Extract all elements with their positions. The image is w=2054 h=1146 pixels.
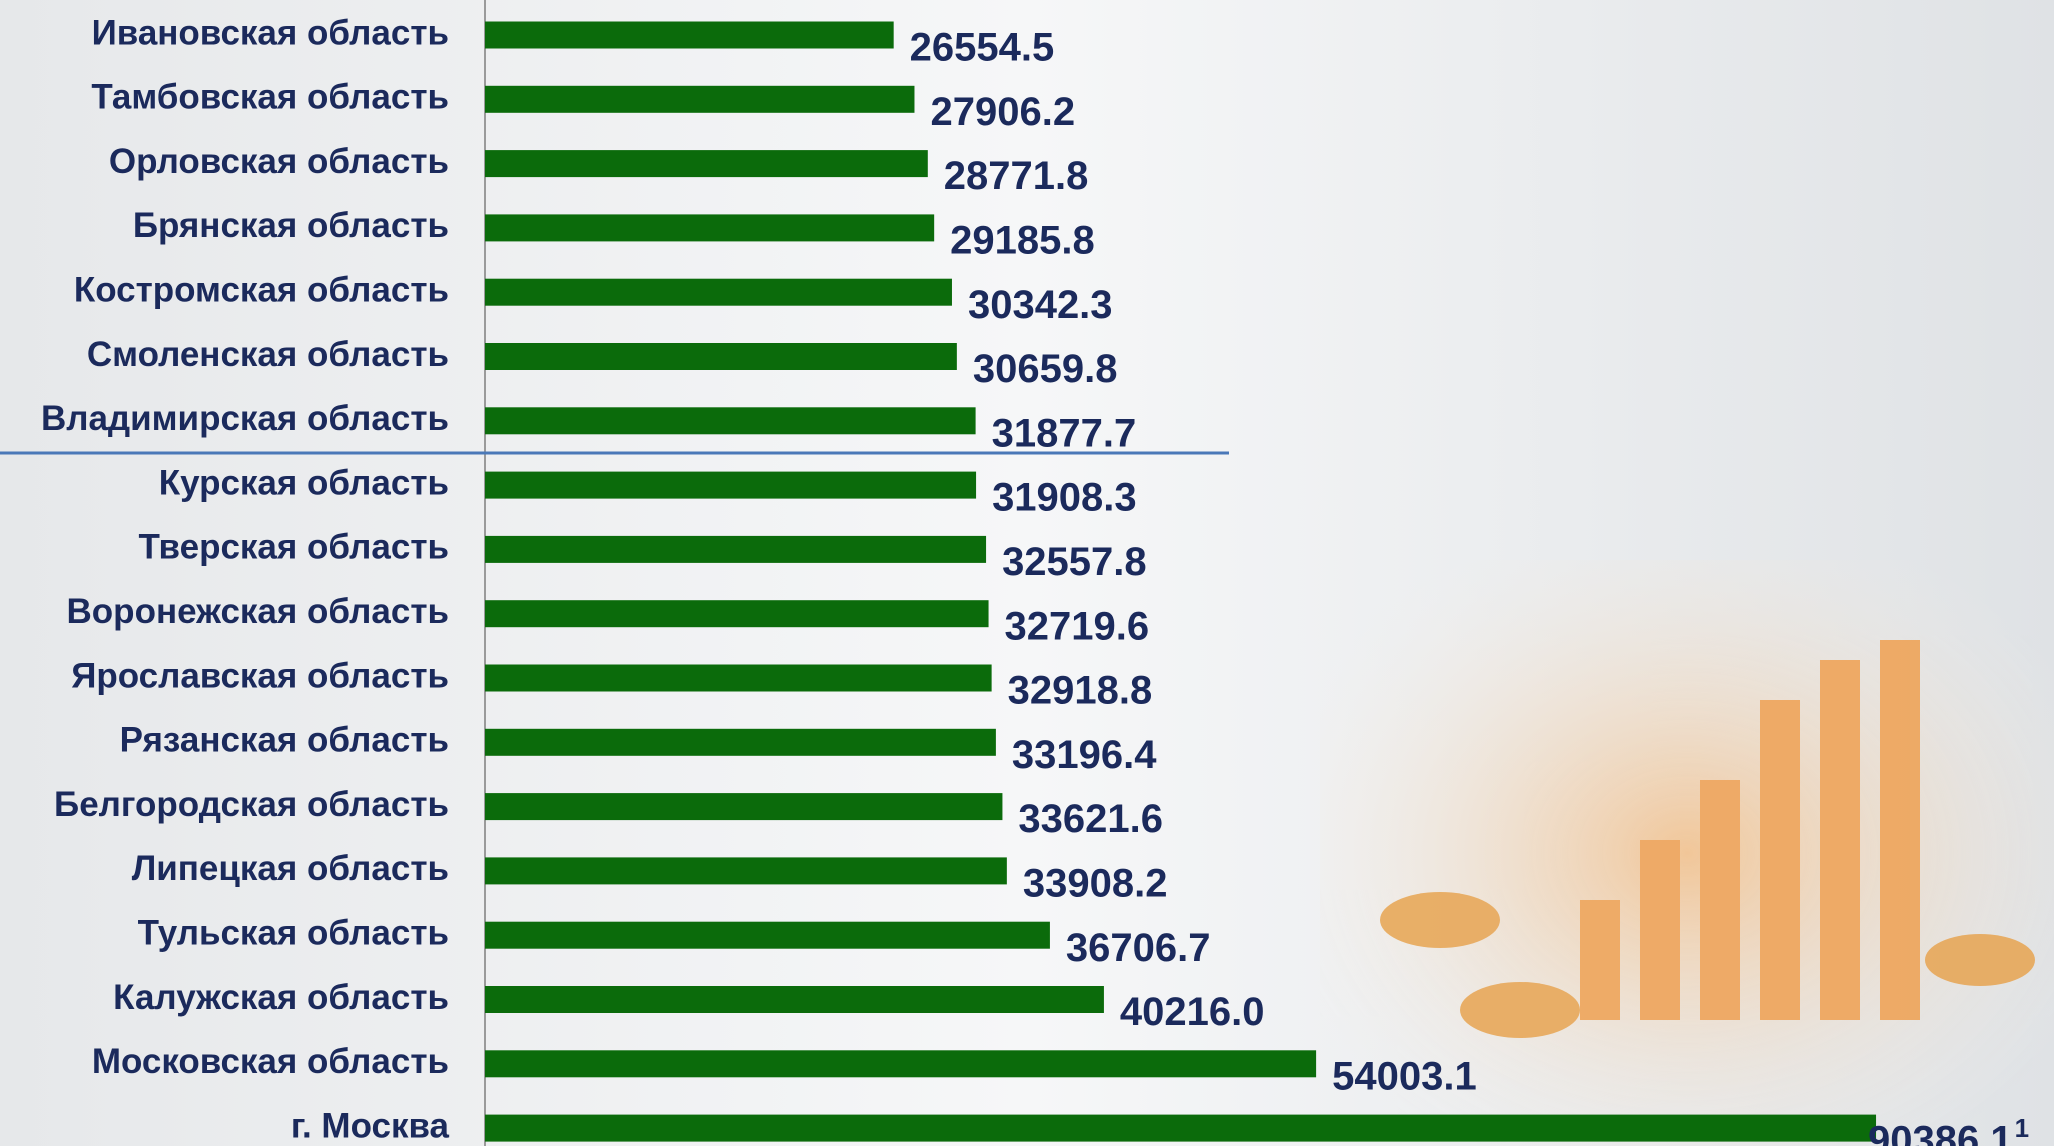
- category-label: Тверская область: [139, 528, 450, 567]
- bar: [485, 600, 989, 627]
- category-label: Смоленская область: [87, 335, 449, 374]
- category-label: Костромская область: [74, 270, 449, 309]
- value-label: 54003.1: [1332, 1054, 1477, 1098]
- bar: [485, 86, 914, 113]
- category-label: Тульская область: [138, 913, 449, 952]
- value-label: 90386.1: [1868, 1119, 2013, 1146]
- bar: [485, 150, 928, 177]
- bar: [485, 472, 976, 499]
- category-label: Тамбовская область: [91, 78, 449, 117]
- value-label: 28771.8: [944, 154, 1089, 198]
- category-label: Ивановская область: [92, 13, 449, 52]
- bar: [485, 1115, 1876, 1142]
- bar: [485, 1050, 1316, 1077]
- footnote-marker: 1: [2015, 1113, 2029, 1143]
- category-label: Рязанская область: [120, 721, 449, 760]
- value-label: 36706.7: [1066, 926, 1211, 970]
- bar: [485, 536, 986, 563]
- value-label: 26554.5: [910, 26, 1055, 70]
- bar: [485, 986, 1104, 1013]
- bar: [485, 343, 957, 370]
- value-label: 32918.8: [1008, 669, 1153, 713]
- category-label: Владимирская область: [41, 399, 449, 438]
- value-label: 33196.4: [1012, 733, 1157, 777]
- bar: [485, 22, 894, 49]
- value-label: 27906.2: [930, 90, 1075, 134]
- bar: [485, 857, 1007, 884]
- bar: [485, 279, 952, 306]
- value-label: 33621.6: [1018, 797, 1163, 841]
- value-label: 31908.3: [992, 476, 1137, 520]
- category-label: г. Москва: [291, 1106, 450, 1145]
- category-label: Ярославская область: [71, 656, 449, 695]
- value-label: 33908.2: [1023, 861, 1168, 905]
- value-label: 30342.3: [968, 283, 1113, 327]
- page: {"chart_data": {"type": "bar", "orientat…: [0, 0, 2054, 1146]
- category-label: Воронежская область: [67, 592, 449, 631]
- chart: Ивановская область 26554.5 Тамбовская обла…: [0, 0, 2054, 1146]
- category-label: Белгородская область: [54, 785, 449, 824]
- value-label: 31877.7: [992, 411, 1137, 455]
- value-label: 32719.6: [1005, 604, 1150, 648]
- bar: [485, 729, 996, 756]
- category-label: Калужская область: [113, 978, 449, 1017]
- value-label: 32557.8: [1002, 540, 1147, 584]
- category-label: Курская область: [159, 463, 449, 502]
- category-label: Московская область: [92, 1042, 449, 1081]
- category-label: Липецкая область: [132, 849, 449, 888]
- value-label: 40216.0: [1120, 990, 1265, 1034]
- category-label: Орловская область: [109, 142, 449, 181]
- bar: [485, 214, 934, 241]
- bar: [485, 793, 1002, 820]
- category-label: Брянская область: [133, 206, 449, 245]
- bar: [485, 922, 1050, 949]
- value-label: 29185.8: [950, 218, 1095, 262]
- bar: [485, 665, 992, 692]
- bar: [485, 407, 976, 434]
- value-label: 30659.8: [973, 347, 1118, 391]
